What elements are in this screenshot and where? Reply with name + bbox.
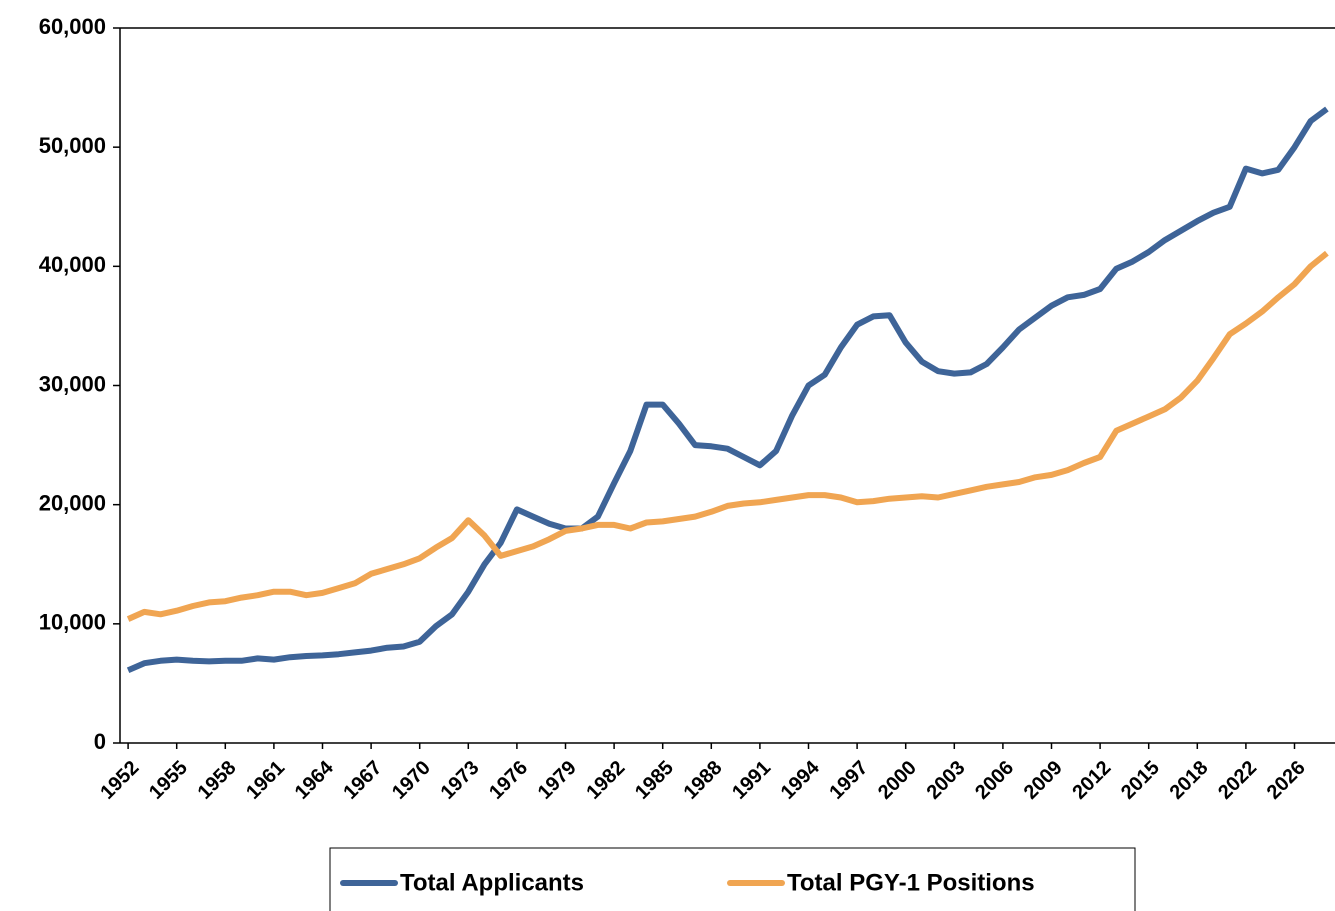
legend-label: Total Applicants [400,869,584,896]
x-tick-label: 1955 [145,757,192,804]
x-tick-label: 2026 [1263,757,1310,804]
x-tick-label: 1964 [291,756,339,804]
legend-label: Total PGY-1 Positions [787,869,1035,896]
x-tick-label: 1985 [631,757,678,804]
x-tick-label: 2012 [1068,757,1115,804]
y-tick-label: 0 [94,729,106,754]
x-tick-label: 2009 [1020,757,1067,804]
series-line [126,250,1329,622]
x-tick-label: 2015 [1117,757,1164,804]
y-tick-label: 10,000 [39,610,106,635]
x-tick-label: 1958 [194,757,241,804]
x-tick-label: 2022 [1214,757,1261,804]
x-tick-label: 2003 [923,757,970,804]
x-tick-label: 1994 [777,756,825,804]
y-tick-label: 20,000 [39,490,106,515]
x-tick-label: 1967 [339,757,386,804]
series-line [126,106,1329,674]
y-tick-label: 30,000 [39,371,106,396]
legend-box [329,847,1136,911]
y-tick-label: 60,000 [39,14,106,39]
x-tick-label: 1973 [437,757,484,804]
x-tick-label: 1970 [388,757,435,804]
x-tick-label: 1988 [680,757,727,804]
x-tick-label: 2006 [971,757,1018,804]
x-tick-label: 1976 [485,757,532,804]
x-tick-label: 1952 [96,757,143,804]
y-tick-label: 50,000 [39,133,106,158]
x-tick-label: 2018 [1166,757,1213,804]
x-tick-label: 1982 [582,757,629,804]
x-tick-label: 1997 [825,757,872,804]
y-tick-label: 40,000 [39,252,106,277]
x-tick-label: 1979 [534,757,581,804]
x-tick-label: 2000 [874,757,921,804]
x-tick-label: 1961 [242,757,289,804]
x-tick-label: 1991 [728,757,775,804]
